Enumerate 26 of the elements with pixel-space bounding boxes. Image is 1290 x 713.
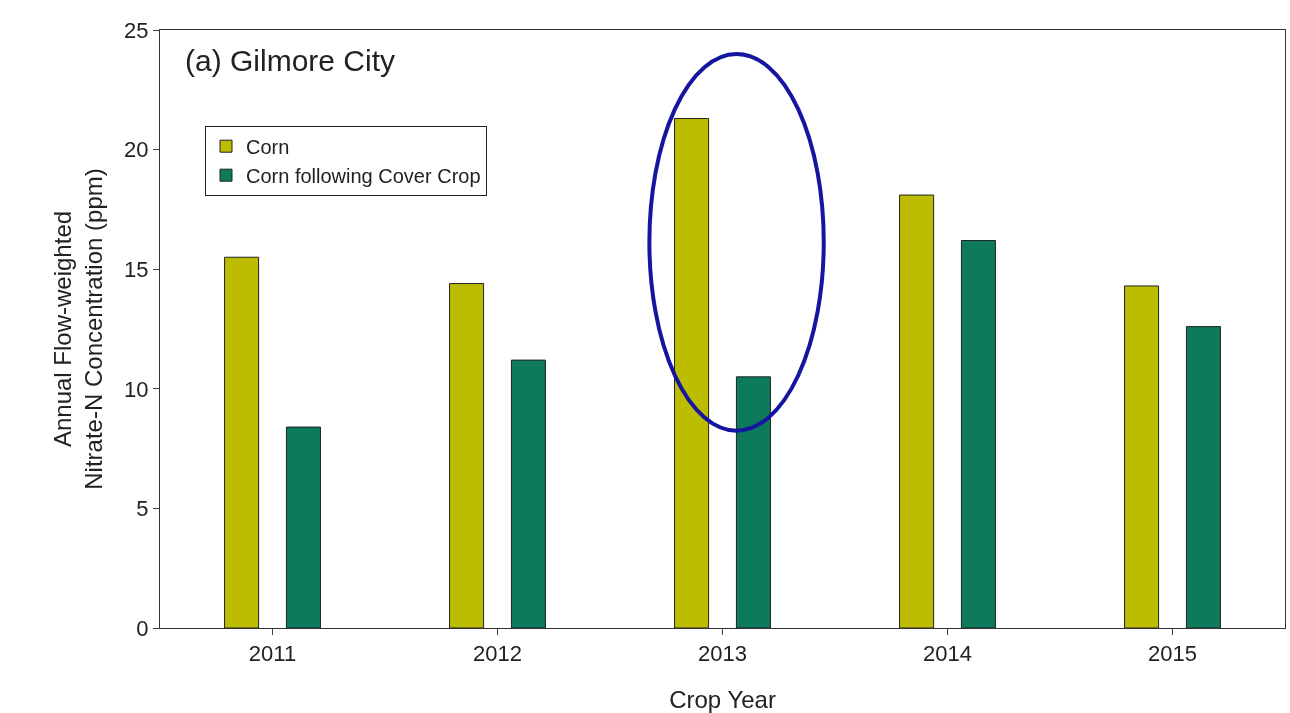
bar	[285, 426, 321, 628]
y-tick-label: 15	[124, 256, 149, 282]
y-tick-label: 10	[124, 376, 149, 402]
bar	[735, 376, 771, 628]
x-tick-label: 2011	[248, 641, 297, 667]
bar	[449, 283, 485, 628]
bar	[1185, 326, 1221, 628]
bar	[899, 194, 935, 628]
y-tick-label: 0	[136, 615, 149, 641]
x-tick-label: 2014	[923, 641, 972, 667]
legend-label: Corn	[246, 135, 290, 158]
bar	[674, 118, 710, 628]
x-tick-label: 2012	[473, 641, 522, 667]
bar	[224, 256, 260, 628]
y-axis-title: Annual Flow-weighted Nitrate-N Concentration (ppm)	[49, 168, 108, 490]
legend-label: Corn following Cover Crop	[246, 164, 481, 187]
x-tick-label: 2013	[698, 641, 747, 667]
x-axis-title: Crop Year	[669, 686, 776, 713]
y-tick-label: 25	[124, 17, 149, 43]
x-tick-label: 2015	[1148, 641, 1197, 667]
bar	[960, 240, 996, 628]
annotation: (a) Gilmore City	[185, 44, 396, 77]
y-tick-label: 5	[136, 496, 149, 522]
bar	[1124, 285, 1160, 628]
bar	[510, 359, 546, 628]
y-tick-label: 20	[124, 137, 149, 163]
